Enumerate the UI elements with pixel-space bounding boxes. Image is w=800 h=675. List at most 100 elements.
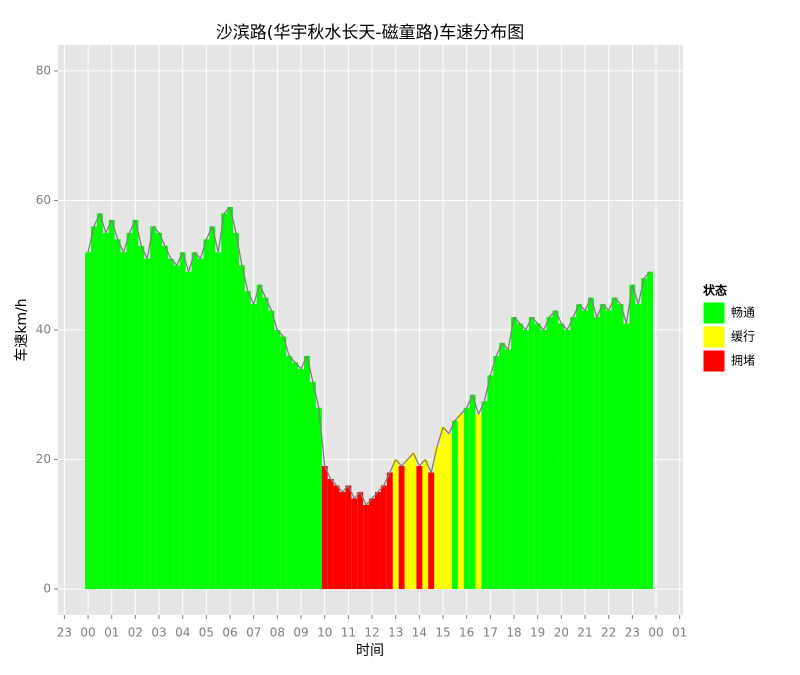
bar bbox=[150, 226, 157, 590]
bar bbox=[108, 219, 115, 590]
outline-segment bbox=[590, 297, 598, 318]
outline-segment bbox=[365, 497, 373, 506]
outline-segment bbox=[466, 394, 474, 408]
outline-segment bbox=[199, 239, 208, 259]
outline-segment bbox=[282, 336, 290, 357]
outline-segment bbox=[454, 413, 462, 422]
x-tick-label: 20 bbox=[554, 626, 569, 640]
outline-segment bbox=[259, 284, 267, 298]
bar bbox=[126, 232, 133, 590]
x-tick-label: 22 bbox=[601, 626, 616, 640]
bar bbox=[641, 278, 648, 590]
bar bbox=[445, 433, 452, 590]
x-tick-label: 17 bbox=[483, 626, 498, 640]
outline-segment bbox=[483, 375, 491, 402]
outline-segment bbox=[336, 485, 343, 493]
bar bbox=[191, 252, 198, 590]
bar bbox=[540, 330, 547, 590]
outline-segment bbox=[602, 303, 610, 312]
outline-segment bbox=[371, 491, 379, 499]
outline-segment bbox=[578, 303, 586, 312]
bar bbox=[528, 317, 535, 590]
bar bbox=[280, 336, 287, 590]
outline-segment bbox=[543, 316, 551, 331]
bar bbox=[629, 284, 636, 590]
outline-segment bbox=[223, 206, 231, 214]
outline-segment bbox=[324, 465, 332, 480]
bar bbox=[262, 297, 269, 590]
bar bbox=[428, 472, 435, 590]
x-tick-label: 02 bbox=[128, 626, 143, 640]
outline-segment bbox=[619, 303, 628, 324]
bar bbox=[475, 414, 482, 590]
bar bbox=[457, 414, 464, 590]
x-tick-label: 13 bbox=[388, 626, 403, 640]
x-tick-label: 09 bbox=[293, 626, 308, 640]
outline-segment bbox=[264, 297, 273, 311]
x-tick-label: 01 bbox=[104, 626, 119, 640]
bar bbox=[546, 317, 553, 590]
bar bbox=[321, 466, 328, 590]
bar bbox=[91, 226, 97, 590]
bar bbox=[469, 394, 476, 590]
outline-segment bbox=[395, 459, 403, 467]
legend-label: 畅通 bbox=[731, 306, 755, 320]
outline-segment bbox=[134, 219, 142, 246]
bar bbox=[102, 232, 109, 590]
outline-segment bbox=[637, 278, 645, 305]
x-tick-label: 23 bbox=[57, 626, 72, 640]
outline-segment bbox=[128, 219, 136, 234]
outline-segment bbox=[531, 316, 539, 324]
x-tick-label: 16 bbox=[459, 626, 474, 640]
outline-segment bbox=[519, 323, 527, 331]
outline-segment bbox=[383, 472, 391, 486]
outline-segment bbox=[554, 310, 562, 324]
bar bbox=[392, 459, 399, 590]
y-axis-label: 车速km/h bbox=[13, 298, 30, 361]
bar bbox=[233, 232, 239, 590]
bar bbox=[209, 226, 216, 590]
outline-segment bbox=[122, 232, 131, 253]
outline-segment bbox=[549, 310, 556, 318]
bar bbox=[333, 485, 340, 590]
outline-segment bbox=[471, 394, 480, 415]
bar bbox=[138, 245, 145, 590]
outline-segment bbox=[460, 407, 468, 415]
outline-segment bbox=[229, 206, 237, 233]
bar bbox=[96, 213, 103, 590]
outline-segment bbox=[241, 265, 249, 292]
outline-segment bbox=[625, 284, 633, 324]
outline-segment bbox=[442, 426, 450, 435]
outline-segment bbox=[513, 316, 521, 324]
x-tick-label: 14 bbox=[412, 626, 427, 640]
bar bbox=[374, 491, 381, 590]
bar bbox=[499, 342, 506, 590]
outline-segment bbox=[572, 303, 580, 318]
outline-segment bbox=[300, 355, 308, 370]
bar bbox=[511, 317, 517, 590]
outline-segment bbox=[407, 452, 414, 460]
outline-segment bbox=[176, 252, 184, 266]
outline-segment bbox=[306, 355, 314, 382]
x-tick-label: 12 bbox=[364, 626, 379, 640]
chart-title: 沙滨路(华宇秋水长天-磁童路)车速分布图 bbox=[216, 23, 524, 43]
x-tick-label: 10 bbox=[317, 626, 332, 640]
outline-segment bbox=[377, 485, 385, 493]
bar bbox=[132, 219, 139, 590]
outline-segment bbox=[105, 219, 113, 234]
x-tick-label: 06 bbox=[222, 626, 237, 640]
outline-segment bbox=[448, 420, 456, 434]
bar bbox=[197, 258, 204, 590]
bar bbox=[238, 265, 245, 590]
bar bbox=[114, 239, 121, 590]
bar bbox=[410, 453, 417, 590]
x-tick-label: 04 bbox=[175, 626, 190, 640]
outline-segment bbox=[188, 252, 196, 272]
bar bbox=[256, 284, 263, 590]
legend-title: 状态 bbox=[703, 283, 727, 298]
bar bbox=[363, 504, 370, 590]
outline-segment bbox=[99, 213, 107, 234]
bar bbox=[156, 232, 163, 590]
x-tick-label: 03 bbox=[151, 626, 166, 640]
x-tick-label: 01 bbox=[672, 626, 687, 640]
